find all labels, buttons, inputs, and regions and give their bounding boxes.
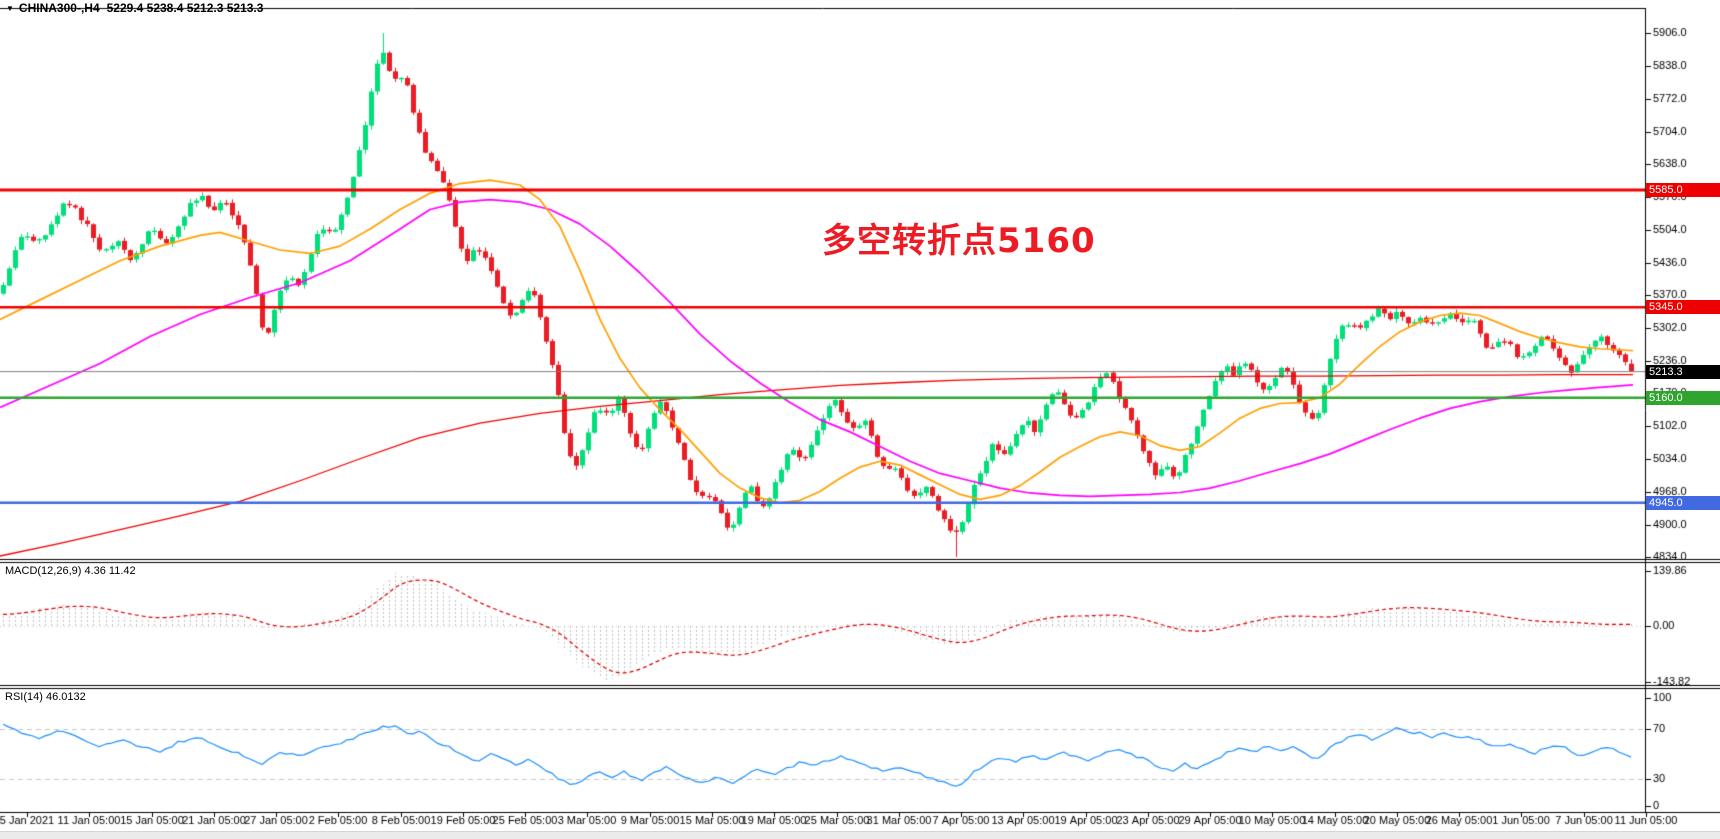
price-badge: 5160.0 — [1646, 391, 1720, 405]
price-annotation-text: 多空转折点5160 — [822, 221, 1096, 261]
price-badge: 5345.0 — [1646, 300, 1720, 314]
rsi-indicator-label: RSI(14) 46.0132 — [5, 691, 86, 703]
window-footer-strip — [0, 831, 1720, 839]
ohlc-values: 5229.4 5238.4 5212.3 5213.3 — [106, 1, 264, 15]
price-badge: 5585.0 — [1646, 183, 1720, 197]
symbol-period-label: CHINA300-,H4 — [18, 1, 100, 15]
symbol-dropdown-icon[interactable]: ▼ — [6, 4, 14, 13]
price-badge: 5213.3 — [1646, 365, 1720, 379]
price-badge: 4945.0 — [1646, 496, 1720, 510]
macd-indicator-label: MACD(12,26,9) 4.36 11.42 — [5, 565, 136, 577]
chart-title: ▼ CHINA300-,H4 5229.4 5238.4 5212.3 5213.3 — [6, 1, 263, 15]
